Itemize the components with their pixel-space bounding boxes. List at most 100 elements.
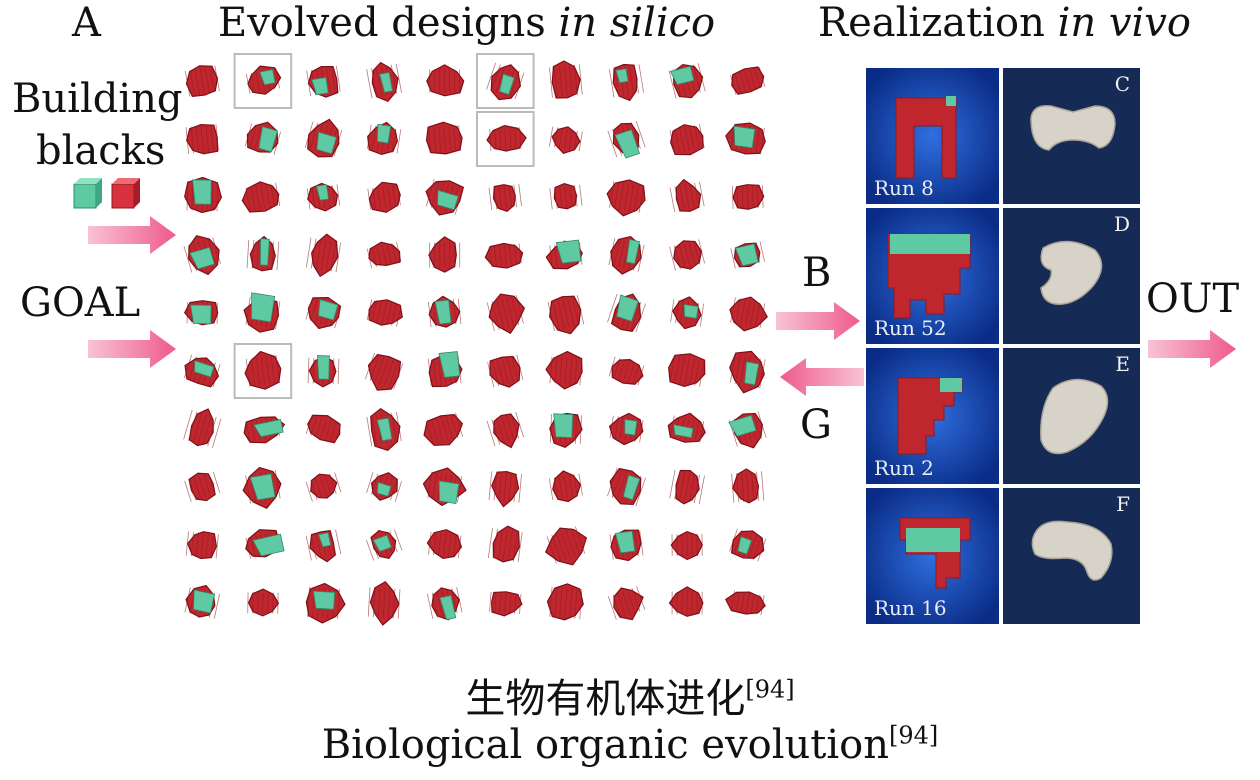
evolved-design-organism [244, 350, 282, 390]
evolved-design-organism [730, 66, 766, 96]
evolved-design-organism [728, 411, 767, 449]
caption-english-text: Biological organic evolution [321, 722, 889, 768]
evolved-design-organism [545, 239, 583, 270]
evolved-design-organism [244, 121, 282, 155]
evolved-design-organism [185, 531, 219, 560]
evolved-design-organism [487, 525, 523, 563]
evolved-design-organism [731, 468, 765, 504]
evolved-design-organism [183, 408, 222, 448]
highlight-box [233, 343, 293, 399]
design-render [866, 348, 999, 484]
realization-row: Run 8 C [866, 68, 1140, 204]
title-in-silico: in silico [558, 0, 716, 46]
design-render [866, 488, 999, 624]
caption-chinese: 生物有机体进化[94] [0, 666, 1260, 724]
design-render [866, 208, 999, 344]
evolved-design-organism [423, 412, 464, 446]
evolved-design-organism [306, 182, 341, 212]
evolved-design-organism [486, 62, 525, 101]
label-b: B [802, 250, 832, 296]
title-realization-text: Realization [818, 0, 1058, 46]
evolved-design-organism [545, 350, 583, 390]
evolved-design-organism [544, 526, 588, 566]
evolved-design-organism [669, 239, 706, 271]
design-panel: Run 2 [866, 348, 999, 484]
label-g: G [800, 402, 832, 448]
evolved-design-organism [185, 123, 219, 155]
evolved-design-organism [366, 408, 402, 451]
evolved-design-organism [367, 181, 401, 213]
figure-label-a: A [72, 0, 101, 46]
evolved-design-organism [425, 179, 465, 216]
evolved-design-organism [669, 124, 705, 156]
photo-panel: E [1003, 348, 1140, 484]
evolved-design-organism [667, 412, 706, 443]
evolved-design-organism [729, 296, 768, 332]
green-cube-icon [73, 178, 102, 209]
evolved-designs-grid [183, 53, 768, 626]
evolved-design-organism [366, 299, 403, 327]
evolved-design-organism [243, 292, 281, 333]
evolved-design-organism [488, 470, 522, 508]
evolved-design-organism [241, 181, 281, 213]
evolved-design-organism [305, 529, 342, 563]
evolved-design-organism [307, 355, 340, 388]
evolved-design-organism [183, 354, 221, 388]
caption-chinese-text: 生物有机体进化 [465, 676, 746, 722]
evolved-design-organism [245, 529, 285, 559]
evolved-design-organism [422, 467, 467, 507]
highlight-box [476, 111, 535, 167]
evolved-design-organism [489, 591, 523, 617]
title-evolved-designs: Evolved designs in silico [218, 0, 715, 46]
evolved-design-organism [184, 65, 220, 97]
evolved-design-organism [668, 63, 706, 99]
evolved-design-organism [427, 351, 463, 388]
panel-letter: E [1115, 352, 1130, 376]
evolved-design-organism [245, 65, 282, 95]
evolved-design-organism [425, 121, 463, 155]
evolved-design-organism [246, 235, 280, 272]
evolved-design-organism [607, 467, 646, 507]
evolved-design-organism [486, 293, 526, 335]
title-evolved-text: Evolved designs [218, 0, 559, 46]
evolved-design-organism [428, 295, 462, 328]
highlight-box [233, 53, 293, 109]
evolved-design-organism [607, 293, 646, 333]
evolved-design-organism [608, 63, 645, 102]
evolved-design-organism [183, 300, 219, 326]
panel-letter: F [1116, 492, 1130, 516]
evolved-design-organism [608, 412, 644, 446]
design-panel: Run 52 [866, 208, 999, 344]
evolved-design-organism [243, 416, 286, 444]
input-arrow-blocks [88, 216, 176, 254]
evolved-design-organism [608, 356, 645, 386]
evolved-design-organism [365, 529, 403, 561]
caption-chinese-ref: [94] [745, 675, 795, 704]
evolved-design-organism [426, 64, 465, 97]
evolved-design-organism [731, 184, 765, 210]
arrow-g-to-silico [780, 358, 864, 396]
evolved-design-organism [549, 182, 583, 210]
highlight-box [476, 53, 535, 109]
out-label: OUT [1146, 276, 1240, 322]
evolved-design-organism [366, 121, 402, 156]
realization-row: Run 2 E [866, 348, 1140, 484]
evolved-design-organism [725, 122, 766, 155]
run-label: Run 52 [874, 316, 947, 340]
photo-panel: D [1003, 208, 1140, 344]
building-blocks-icons [73, 178, 140, 209]
realization-row: Run 16 F [866, 488, 1140, 624]
evolved-design-organism [247, 588, 280, 617]
evolved-design-organism [668, 586, 704, 617]
evolved-design-organism [549, 412, 583, 448]
organism-photo [1003, 68, 1140, 204]
run-label: Run 8 [874, 176, 934, 200]
evolved-design-organism [547, 295, 585, 335]
evolved-design-organism [305, 296, 342, 330]
evolved-design-organism [729, 528, 767, 562]
design-render [866, 68, 999, 204]
evolved-design-organism [426, 587, 463, 621]
evolved-design-organism [305, 582, 346, 624]
evolved-design-organism [366, 472, 403, 502]
evolved-design-organism [488, 184, 522, 212]
